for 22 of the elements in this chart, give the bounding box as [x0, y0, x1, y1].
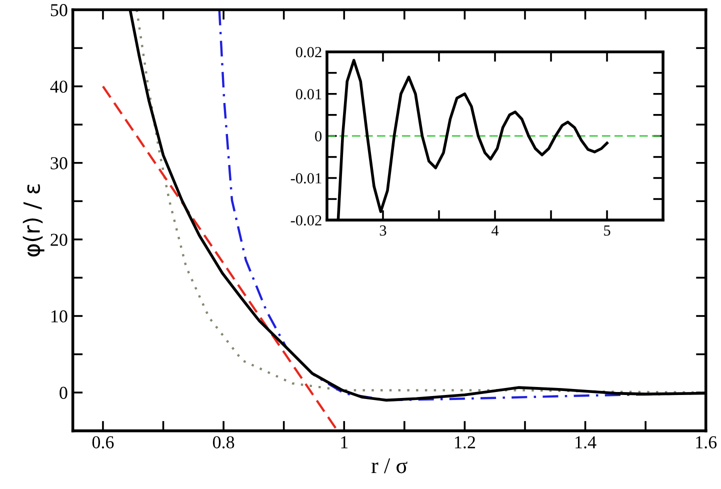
x-tick-label: 1.2	[455, 436, 475, 448]
x-tick-label: 0.8	[212, 436, 234, 448]
y-tick-label: 50	[50, 4, 68, 16]
x-tick-label: 1.6	[696, 436, 717, 448]
x-tick-label: 1.4	[576, 436, 596, 448]
y-tick-label: -0.01	[290, 173, 322, 184]
y-tick-label: 10	[51, 310, 68, 322]
y-tick-label: 20	[50, 234, 68, 246]
x-tick-label: 3	[380, 225, 386, 236]
y-tick-label: 30	[50, 157, 68, 170]
x-tick-label: 0.6	[92, 436, 114, 448]
y-tick-label: 0.01	[296, 89, 322, 100]
y-tick-label: 0.02	[296, 46, 322, 58]
y-axis-title: φ(r) / ε	[22, 184, 44, 256]
y-tick-label: 40	[50, 80, 68, 93]
x-tick-label: 5	[604, 226, 610, 236]
x-tick-label: 1	[341, 436, 348, 448]
y-tick-label: 0	[60, 386, 68, 399]
y-tick-label: -0.02	[290, 215, 322, 226]
x-tick-label: 4	[491, 225, 499, 236]
x-axis-title: r / σ	[371, 458, 408, 474]
y-tick-label: 0	[315, 131, 322, 142]
